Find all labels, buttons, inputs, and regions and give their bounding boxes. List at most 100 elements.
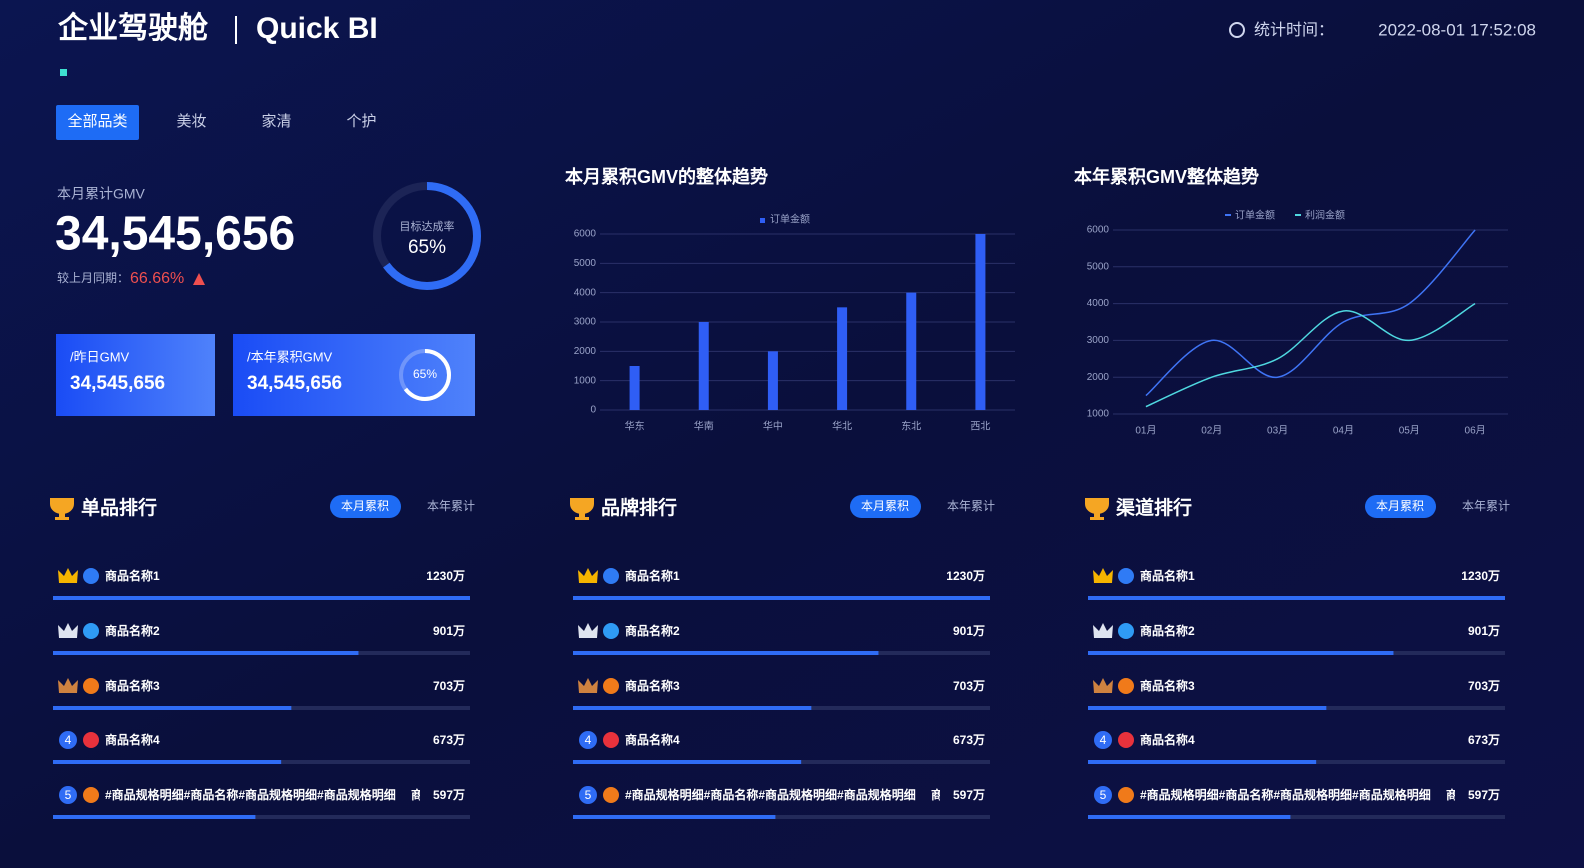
item-value: 703万: [433, 679, 465, 693]
item-value: 597万: [953, 788, 985, 802]
card-value: 34,545,656: [247, 373, 342, 394]
toggle-active-bg[interactable]: [330, 495, 401, 518]
item-name: #商品规格明细#商品名称#商品规格明细#商品规格明细 商品: [1140, 787, 1470, 802]
item-value: 901万: [1468, 624, 1500, 638]
bar: [837, 307, 848, 410]
x-tick-label: 02月: [1201, 425, 1222, 437]
kpi-label: 本月累计GMV: [57, 186, 146, 202]
item-value: 703万: [953, 679, 985, 693]
toggle-option[interactable]: 本年累计: [1462, 499, 1510, 513]
item-name: 商品名称2: [105, 623, 160, 638]
item-name: 商品名称4: [625, 732, 680, 747]
toggle-option[interactable]: 本年累计: [947, 499, 995, 513]
bar: [767, 351, 778, 410]
panel-title: 渠道排行: [1116, 496, 1192, 519]
y-tick-label: 1000: [574, 375, 597, 386]
crown-icon: [58, 623, 78, 638]
item-name: 商品名称4: [1140, 732, 1195, 747]
platform-icon: [1118, 732, 1134, 748]
x-tick-label: 东北: [901, 420, 921, 433]
item-name: 商品名称1: [1140, 568, 1195, 583]
gauge-value: 65%: [408, 237, 446, 258]
tab-active-bg[interactable]: [56, 105, 139, 140]
tab[interactable]: 美妆: [176, 113, 206, 130]
rank-bar: [1088, 706, 1327, 710]
bar-track: [53, 815, 470, 819]
toggle-active-bg[interactable]: [850, 495, 921, 518]
item-name: 商品名称3: [105, 678, 160, 693]
rank-bar: [1088, 760, 1317, 764]
platform-icon: [603, 678, 619, 694]
item-name: 商品名称2: [1140, 623, 1195, 638]
compare-label: 较上月同期：: [57, 270, 129, 285]
platform-icon: [603, 787, 619, 803]
y-tick-label: 4000: [574, 287, 597, 298]
toggle-option[interactable]: 本月累积: [861, 499, 909, 513]
card-label: /本年累积GMV: [247, 349, 333, 364]
card-value: 34,545,656: [70, 373, 165, 394]
rank-bar: [1088, 596, 1505, 600]
item-value: 673万: [1468, 733, 1500, 747]
rank-bar: [573, 596, 990, 600]
platform-icon: [83, 568, 99, 584]
rank-bar: [573, 706, 812, 710]
rank-bar: [53, 651, 359, 655]
toggle-option[interactable]: 本年累计: [427, 499, 475, 513]
item-name: 商品名称1: [105, 568, 160, 583]
item-name: 商品名称2: [625, 623, 680, 638]
panel-title: 品牌排行: [601, 496, 677, 519]
gauge-arc: [399, 349, 451, 401]
item-value: 597万: [433, 788, 465, 802]
item-name: 商品名称3: [1140, 678, 1195, 693]
chart-title: 本月累积GMV的整体趋势: [565, 166, 768, 187]
toggle-option[interactable]: 本月累积: [341, 499, 389, 513]
legend-label: 订单金额: [770, 213, 810, 226]
item-value: 597万: [1468, 788, 1500, 802]
trophy-icon: [50, 498, 74, 520]
rank-bar: [1088, 651, 1394, 655]
legend-swatch: [1295, 214, 1301, 216]
card-label: /昨日GMV: [70, 349, 130, 364]
x-tick-label: 04月: [1333, 425, 1354, 437]
gauge-arc: [373, 182, 481, 290]
x-tick-label: 西北: [970, 421, 990, 433]
tab[interactable]: 全部品类: [67, 112, 127, 130]
rank-number: 4: [1100, 733, 1107, 747]
chart-title: 本年累积GMV整体趋势: [1074, 166, 1259, 187]
toggle-option[interactable]: 本月累积: [1376, 499, 1424, 513]
clock-icon: [1229, 22, 1245, 38]
item-value: 1230万: [946, 569, 985, 583]
bar-track: [573, 815, 990, 819]
rank-badge: [59, 786, 77, 804]
rank-badge: [1094, 786, 1112, 804]
x-tick-label: 华中: [763, 420, 783, 433]
platform-icon: [603, 568, 619, 584]
y-tick-label: 1000: [1087, 409, 1110, 420]
panel-title: 单品排行: [81, 496, 157, 519]
x-tick-label: 06月: [1465, 425, 1486, 437]
card: [56, 334, 215, 416]
platform-icon: [83, 623, 99, 639]
crown-icon: [1093, 678, 1113, 693]
card-gauge-value: 65%: [413, 367, 437, 381]
header-dot: [60, 69, 67, 76]
item-value: 673万: [433, 733, 465, 747]
tab[interactable]: 家清: [261, 113, 291, 130]
crown-icon: [578, 623, 598, 638]
compare-value: 66.66%: [130, 270, 184, 287]
trophy-icon: [570, 498, 594, 520]
y-tick-label: 4000: [1087, 298, 1110, 309]
toggle-active-bg[interactable]: [1365, 495, 1436, 518]
tab[interactable]: 个护: [346, 113, 376, 130]
bar: [975, 234, 986, 410]
time-value: 2022-08-01 17:52:08: [1378, 20, 1536, 39]
up-arrow: [193, 273, 205, 285]
crown-icon: [578, 678, 598, 693]
platform-icon: [1118, 568, 1134, 584]
rank-badge: [579, 731, 597, 749]
y-tick-label: 3000: [1087, 335, 1110, 346]
line: [1145, 302, 1476, 408]
item-name: 商品名称3: [625, 678, 680, 693]
platform-icon: [1118, 678, 1134, 694]
y-tick-label: 5000: [1087, 261, 1110, 272]
